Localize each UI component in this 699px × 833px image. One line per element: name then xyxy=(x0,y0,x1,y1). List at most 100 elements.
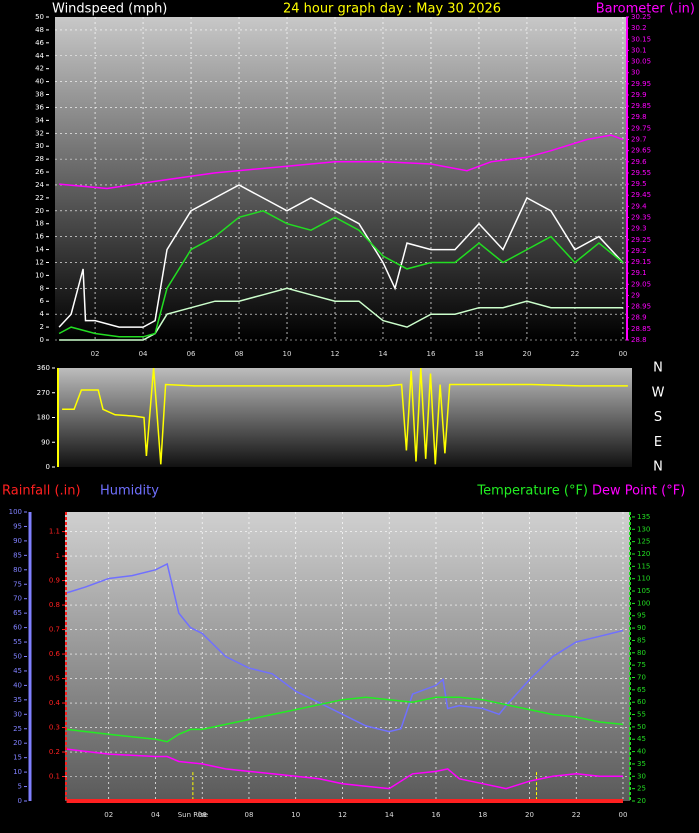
y-tick-label: 70 xyxy=(637,673,646,681)
series-line xyxy=(66,562,624,733)
y-tick-label: 50 xyxy=(35,13,44,21)
y-tick-label: 180 xyxy=(37,414,50,422)
y-tick-label: 30 xyxy=(631,69,640,77)
y-tick-label: 360 xyxy=(37,364,50,372)
x-tick-label: 00 xyxy=(619,811,628,819)
x-tick-label: 10 xyxy=(283,350,292,358)
x-tick-label: 18 xyxy=(478,811,487,819)
y-tick-label: 20 xyxy=(35,207,44,215)
y-tick-label: 28.85 xyxy=(631,325,651,333)
y-tick-label: 18 xyxy=(35,220,44,228)
y-tick-label: 20 xyxy=(637,797,646,805)
x-tick-label: 20 xyxy=(522,350,531,358)
y-tick-label: 28.95 xyxy=(631,303,651,311)
y-tick-label: 75 xyxy=(637,661,646,669)
y-tick-label: 30.1 xyxy=(631,46,647,54)
y-tick-label: 29.3 xyxy=(631,225,647,233)
y-tick-label: 29.65 xyxy=(631,147,651,155)
series-line xyxy=(66,696,624,743)
y-tick-label: 16 xyxy=(35,233,44,241)
annotation-label: Sun Rise xyxy=(178,811,208,819)
series-line xyxy=(66,748,623,790)
y-tick-label: 29.35 xyxy=(631,213,651,221)
y-tick-label: 20 xyxy=(13,739,22,747)
x-tick-label: 14 xyxy=(385,811,394,819)
series-line xyxy=(62,367,628,465)
y-tick-label: 100 xyxy=(9,508,22,516)
chart-title: 24 hour graph day : May 30 2026 xyxy=(283,2,501,17)
y-tick-label: 80 xyxy=(13,566,22,574)
y-tick-label: 0.1 xyxy=(49,773,60,781)
series-line xyxy=(58,209,624,338)
legend-entry: Dew Point (°F) xyxy=(592,484,685,499)
y-tick-label: 0.5 xyxy=(49,675,60,683)
x-tick-label: 04 xyxy=(139,350,148,358)
y-tick-label: 70 xyxy=(13,595,22,603)
x-tick-label: 12 xyxy=(338,811,347,819)
y-tick-label: 34 xyxy=(35,116,44,124)
compass-label: E xyxy=(654,435,662,450)
compass-label: S xyxy=(654,410,662,425)
y-tick-label: 30 xyxy=(35,142,44,150)
y-tick-label: 35 xyxy=(13,696,22,704)
y-tick-label: 270 xyxy=(37,389,50,397)
compass-label: W xyxy=(652,385,665,400)
compass-label: N xyxy=(653,361,663,376)
y-tick-label: 50 xyxy=(13,653,22,661)
y-tick-label: 90 xyxy=(13,537,22,545)
y-tick-label: 25 xyxy=(13,725,22,733)
y-tick-label: 10 xyxy=(13,768,22,776)
y-tick-label: 29.5 xyxy=(631,180,647,188)
y-tick-label: 90 xyxy=(41,438,50,446)
x-tick-label: 22 xyxy=(570,350,579,358)
y-tick-label: 135 xyxy=(637,513,650,521)
y-tick-label: 30.2 xyxy=(631,24,647,32)
legend-entry: Temperature (°F) xyxy=(476,484,588,499)
x-tick-label: 22 xyxy=(572,811,581,819)
y-tick-label: 65 xyxy=(637,686,646,694)
y-tick-label: 29.9 xyxy=(631,91,647,99)
y-tick-label: 0.8 xyxy=(49,601,60,609)
y-tick-label: 90 xyxy=(637,624,646,632)
y-tick-label: 29 xyxy=(631,291,640,299)
y-tick-label: 8 xyxy=(40,284,44,292)
y-tick-label: 29.4 xyxy=(631,202,647,210)
y-tick-label: 29.75 xyxy=(631,124,651,132)
y-tick-label: 5 xyxy=(18,783,22,791)
y-tick-label: 4 xyxy=(40,310,45,318)
x-tick-label: 06 xyxy=(198,811,207,819)
y-tick-label: 100 xyxy=(637,599,650,607)
y-tick-label: 95 xyxy=(637,612,646,620)
y-tick-label: 44 xyxy=(35,52,44,60)
y-tick-label: 65 xyxy=(13,609,22,617)
series-line xyxy=(59,134,624,190)
y-tick-label: 1 xyxy=(56,552,60,560)
y-tick-label: 0.2 xyxy=(49,748,60,756)
x-tick-label: 16 xyxy=(432,811,441,819)
y-tick-label: 25 xyxy=(637,785,646,793)
y-tick-label: 29.7 xyxy=(631,136,647,144)
y-tick-label: 15 xyxy=(13,754,22,762)
legend-entry: Barometer (.in) xyxy=(596,2,695,17)
y-tick-label: 38 xyxy=(35,91,44,99)
x-tick-label: 02 xyxy=(91,350,100,358)
y-tick-label: 0.9 xyxy=(49,577,60,585)
y-tick-label: 0.7 xyxy=(49,626,60,634)
y-tick-label: 2 xyxy=(40,323,44,331)
x-tick-label: 00 xyxy=(618,350,627,358)
y-tick-label: 45 xyxy=(13,667,22,675)
y-tick-label: 12 xyxy=(35,258,44,266)
y-tick-label: 29.95 xyxy=(631,80,651,88)
y-tick-label: 48 xyxy=(35,26,44,34)
series-line xyxy=(58,184,624,328)
y-tick-label: 29.85 xyxy=(631,102,651,110)
y-tick-label: 26 xyxy=(35,168,44,176)
x-tick-label: 08 xyxy=(245,811,254,819)
y-tick-label: 29.2 xyxy=(631,247,647,255)
y-tick-label: 40 xyxy=(637,748,646,756)
x-tick-label: 18 xyxy=(475,350,484,358)
plot-area xyxy=(65,512,630,801)
y-tick-label: 14 xyxy=(35,246,44,254)
x-tick-label: 04 xyxy=(151,811,160,819)
